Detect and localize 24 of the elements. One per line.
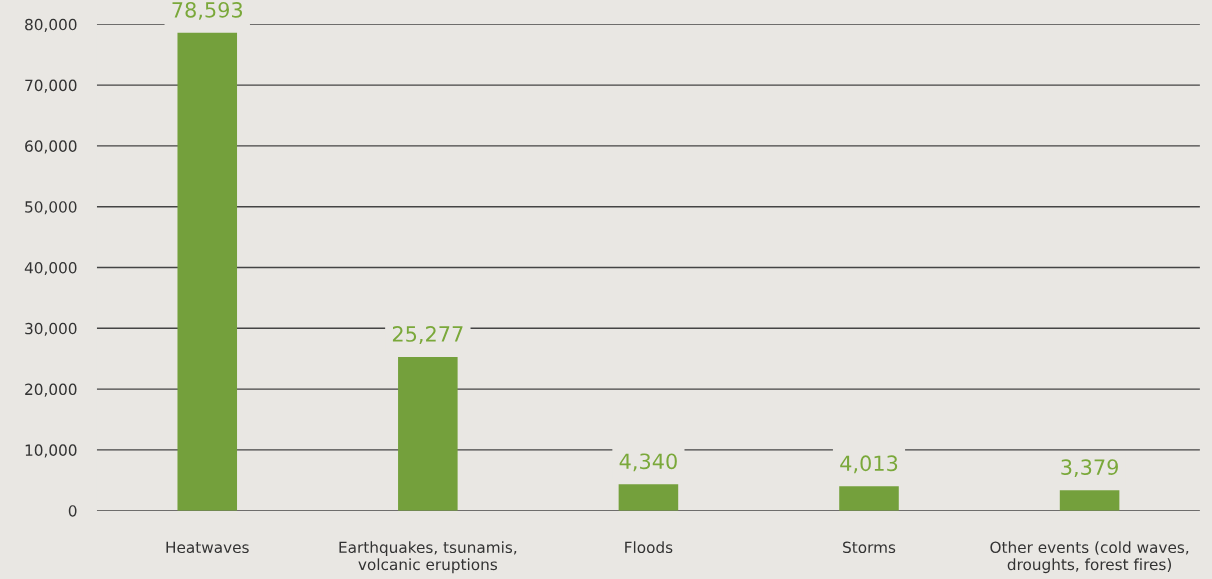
x-tick-label: Storms (843, 541, 896, 554)
y-tick-label: 40,000 (24, 261, 77, 276)
data-label: 3,379 (1061, 459, 1118, 478)
x-tick-label: Heatwaves (166, 541, 249, 554)
y-tick-label: 0 (68, 505, 77, 517)
data-label: 78,593 (172, 1, 243, 20)
data-label: 4,340 (619, 453, 677, 472)
bar (177, 32, 238, 511)
y-tick-label: 50,000 (25, 201, 77, 215)
bar (618, 484, 679, 511)
x-tick-label: Earthquakes, tsunamis, volcanic eruptions (339, 541, 517, 574)
bar (398, 357, 458, 511)
bar (839, 486, 899, 511)
x-tick-label: Floods (625, 541, 673, 554)
y-tick-label: 80,000 (25, 18, 77, 32)
bar (1059, 490, 1120, 511)
y-tick-label: 60,000 (25, 140, 77, 154)
x-tick-label: Other events (cold waves, droughts, forest fires) (990, 541, 1189, 574)
y-tick-label: 20,000 (25, 383, 77, 397)
y-tick-label: 10,000 (25, 444, 77, 458)
y-tick-label: 30,000 (25, 322, 77, 336)
y-tick-label: 70,000 (25, 79, 77, 93)
data-label: 4,013 (840, 455, 898, 474)
data-label: 25,277 (392, 326, 463, 344)
